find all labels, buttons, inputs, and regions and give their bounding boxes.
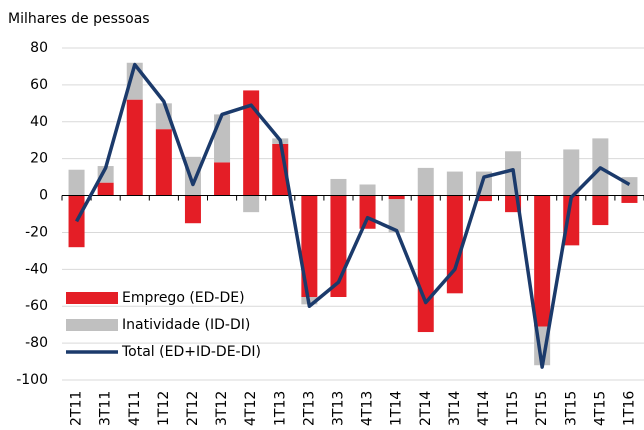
- bar: [563, 195, 580, 246]
- x-tick-label: 3T14: [447, 391, 463, 426]
- x-tick-label: 4T13: [360, 391, 376, 426]
- bar: [388, 195, 405, 200]
- y-tick-label: -20: [25, 224, 48, 240]
- legend-swatch: [66, 319, 118, 331]
- bar: [417, 167, 434, 196]
- x-tick-label: 1T16: [621, 391, 637, 426]
- bar: [534, 195, 551, 327]
- x-tick-label: 2T15: [534, 391, 550, 426]
- legend-label: Total (ED+ID-DE-DI): [121, 344, 261, 360]
- y-tick-label: -60: [25, 298, 48, 314]
- bar: [359, 184, 376, 196]
- y-tick-label: 20: [30, 151, 48, 167]
- bar: [621, 195, 638, 203]
- x-tick-label: 1T14: [389, 391, 405, 426]
- bar: [446, 171, 463, 196]
- bar: [126, 99, 143, 196]
- x-tick-label: 4T11: [127, 391, 143, 426]
- x-tick-label: 4T15: [592, 391, 608, 426]
- bar: [359, 195, 376, 229]
- x-tick-label: 1T15: [505, 391, 521, 426]
- y-tick-label: -100: [16, 372, 48, 388]
- y-tick-label: 0: [39, 188, 48, 204]
- bar: [214, 114, 231, 163]
- x-tick-label: 3T15: [563, 391, 579, 426]
- bar: [388, 199, 405, 233]
- x-tick-label: 1T13: [272, 391, 288, 426]
- bar: [446, 195, 463, 294]
- legend-label: Emprego (ED-DE): [122, 290, 245, 306]
- bar: [301, 195, 318, 297]
- legend-swatch: [66, 292, 118, 304]
- bar: [243, 90, 260, 196]
- bar: [417, 195, 434, 333]
- bar: [330, 178, 347, 196]
- bar: [243, 195, 260, 213]
- bar: [97, 182, 114, 196]
- bar: [592, 195, 609, 226]
- bar: [184, 156, 201, 196]
- x-tick-label: 2T12: [185, 391, 201, 426]
- bar: [563, 149, 580, 196]
- y-tick-label: -40: [25, 261, 48, 277]
- bar: [214, 162, 231, 196]
- bar: [475, 195, 492, 202]
- x-tick-label: 4T14: [476, 391, 492, 426]
- y-tick-label: 60: [30, 77, 48, 93]
- x-tick-label: 3T13: [330, 391, 346, 426]
- bar: [68, 169, 85, 196]
- x-tick-label: 3T12: [214, 391, 230, 426]
- x-tick-label: 3T11: [98, 391, 114, 426]
- bar: [184, 195, 201, 224]
- y-tick-label: 40: [30, 114, 48, 130]
- y-tick-label: 80: [30, 40, 48, 56]
- x-tick-label: 2T14: [418, 391, 434, 426]
- x-tick-label: 1T12: [156, 391, 172, 426]
- line: [75, 62, 631, 369]
- x-tick-label: 2T11: [69, 391, 85, 426]
- x-tick-label: 2T13: [301, 391, 317, 426]
- x-tick-label: 4T12: [243, 391, 259, 426]
- axis-title: Milhares de pessoas: [8, 11, 150, 27]
- bar: [155, 129, 172, 196]
- legend-label: Inatividade (ID-DI): [122, 317, 250, 333]
- y-tick-label: -80: [25, 335, 48, 351]
